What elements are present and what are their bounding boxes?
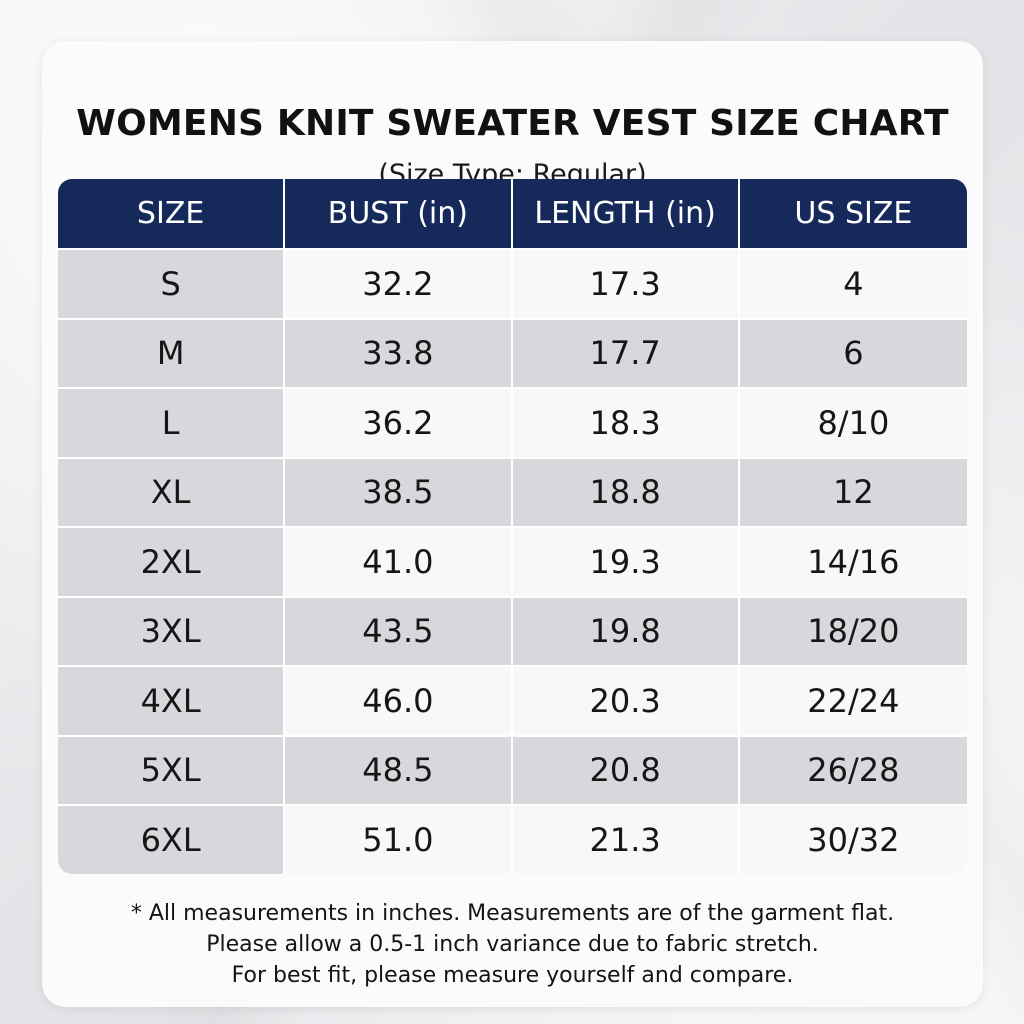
cell-length: 18.8 bbox=[512, 456, 740, 526]
table-row: S 32.2 17.3 4 bbox=[58, 248, 967, 318]
cell-us-size: 26/28 bbox=[739, 734, 967, 804]
table-row: 6XL 51.0 21.3 30/32 bbox=[58, 804, 967, 874]
cell-us-size: 18/20 bbox=[739, 595, 967, 665]
table-row: 3XL 43.5 19.8 18/20 bbox=[58, 595, 967, 665]
cell-length: 17.3 bbox=[512, 248, 740, 318]
cell-size: M bbox=[58, 317, 286, 387]
cell-us-size: 30/32 bbox=[739, 804, 967, 874]
cell-bust: 46.0 bbox=[285, 665, 513, 735]
note-line: For best fit, please measure yourself an… bbox=[231, 963, 794, 988]
header-size: SIZE bbox=[58, 179, 286, 248]
cell-bust: 51.0 bbox=[285, 804, 513, 874]
cell-length: 21.3 bbox=[512, 804, 740, 874]
cell-bust: 41.0 bbox=[285, 526, 513, 596]
cell-length: 17.7 bbox=[512, 317, 740, 387]
cell-us-size: 12 bbox=[739, 456, 967, 526]
cell-size: 4XL bbox=[58, 665, 286, 735]
cell-size: 3XL bbox=[58, 595, 286, 665]
cell-bust: 43.5 bbox=[285, 595, 513, 665]
cell-length: 19.3 bbox=[512, 526, 740, 596]
header-bust: BUST (in) bbox=[285, 179, 513, 248]
header-length: LENGTH (in) bbox=[512, 179, 740, 248]
cell-bust: 36.2 bbox=[285, 387, 513, 457]
table-row: L 36.2 18.3 8/10 bbox=[58, 387, 967, 457]
cell-us-size: 14/16 bbox=[739, 526, 967, 596]
cell-bust: 32.2 bbox=[285, 248, 513, 318]
table-row: XL 38.5 18.8 12 bbox=[58, 456, 967, 526]
table-row: 2XL 41.0 19.3 14/16 bbox=[58, 526, 967, 596]
cell-size: XL bbox=[58, 456, 286, 526]
cell-size: 2XL bbox=[58, 526, 286, 596]
note-line: * All measurements in inches. Measuremen… bbox=[130, 901, 895, 926]
header-us-size: US SIZE bbox=[739, 179, 967, 248]
cell-length: 18.3 bbox=[512, 387, 740, 457]
cell-us-size: 22/24 bbox=[739, 665, 967, 735]
table-header-row: SIZE BUST (in) LENGTH (in) US SIZE bbox=[58, 179, 967, 248]
table-row: 5XL 48.5 20.8 26/28 bbox=[58, 734, 967, 804]
cell-size: 5XL bbox=[58, 734, 286, 804]
cell-size: L bbox=[58, 387, 286, 457]
cell-length: 20.3 bbox=[512, 665, 740, 735]
cell-us-size: 6 bbox=[739, 317, 967, 387]
cell-size: S bbox=[58, 248, 286, 318]
table-body: S 32.2 17.3 4 M 33.8 17.7 6 L 36.2 18.3 8/10 XL 38.5 1… bbox=[58, 248, 967, 874]
table-row: M 33.8 17.7 6 bbox=[58, 317, 967, 387]
cell-bust: 48.5 bbox=[285, 734, 513, 804]
table-row: 4XL 46.0 20.3 22/24 bbox=[58, 665, 967, 735]
measurement-notes: * All measurements in inches. Measuremen… bbox=[42, 898, 983, 991]
size-chart-card: WOMENS KNIT SWEATER VEST SIZE CHART (Siz… bbox=[42, 41, 983, 1007]
cell-us-size: 8/10 bbox=[739, 387, 967, 457]
cell-length: 19.8 bbox=[512, 595, 740, 665]
cell-size: 6XL bbox=[58, 804, 286, 874]
cell-bust: 33.8 bbox=[285, 317, 513, 387]
cell-bust: 38.5 bbox=[285, 456, 513, 526]
cell-length: 20.8 bbox=[512, 734, 740, 804]
page-title: WOMENS KNIT SWEATER VEST SIZE CHART bbox=[76, 103, 949, 144]
note-line: Please allow a 0.5-1 inch variance due t… bbox=[206, 932, 819, 957]
cell-us-size: 4 bbox=[739, 248, 967, 318]
size-chart-table: SIZE BUST (in) LENGTH (in) US SIZE S 32.2… bbox=[58, 179, 967, 874]
